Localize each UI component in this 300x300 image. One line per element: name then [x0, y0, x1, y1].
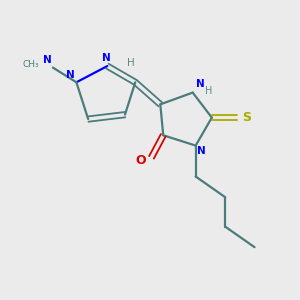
Text: H: H	[205, 86, 212, 96]
Text: N: N	[102, 53, 111, 63]
Text: N: N	[66, 70, 75, 80]
Text: H: H	[127, 58, 135, 68]
Text: S: S	[242, 111, 251, 124]
Text: CH₃: CH₃	[23, 59, 40, 68]
Text: N: N	[43, 55, 51, 64]
Text: N: N	[197, 146, 206, 156]
Text: O: O	[136, 154, 146, 167]
Text: N: N	[196, 79, 205, 89]
